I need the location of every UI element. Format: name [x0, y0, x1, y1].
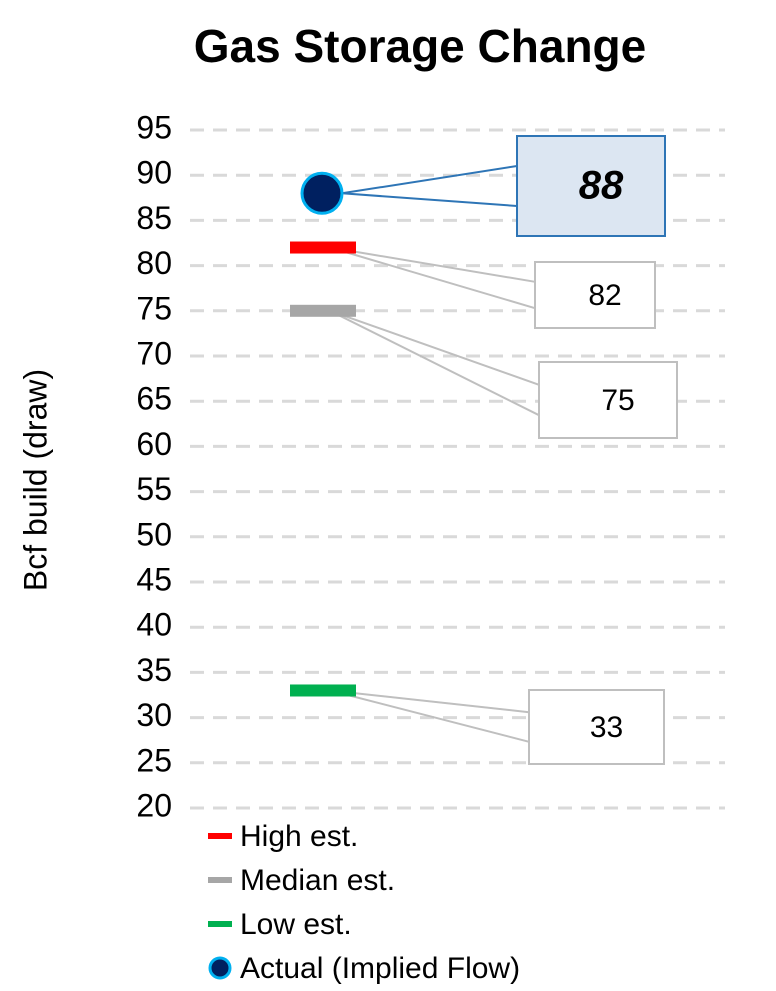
y-tick-label: 55: [136, 471, 172, 507]
y-tick-label: 85: [136, 200, 172, 236]
y-tick-label: 45: [136, 561, 172, 597]
y-tick-label: 50: [136, 516, 172, 552]
legend-label: Actual (Implied Flow): [240, 952, 520, 985]
marker-dash: [290, 304, 356, 317]
legend-swatch: [208, 877, 232, 883]
y-tick-label: 90: [136, 155, 172, 191]
data-label: 33: [590, 711, 623, 744]
y-tick-label: 35: [136, 652, 172, 688]
data-label: 82: [588, 279, 621, 312]
marker-dash: [290, 241, 356, 254]
y-tick-label: 95: [136, 109, 172, 145]
callout-leader: [341, 165, 518, 207]
y-tick-label: 65: [136, 381, 172, 417]
y-tick-label: 20: [136, 787, 172, 823]
chart-title: Gas Storage Change: [194, 20, 646, 72]
callout-leader: [329, 246, 536, 310]
y-tick-label: 70: [136, 335, 172, 371]
data-label: 75: [601, 384, 634, 417]
callout-box: [516, 135, 666, 237]
y-tick-label: 60: [136, 426, 172, 462]
callout-box: [538, 361, 678, 439]
legend-label: High est.: [240, 820, 358, 853]
y-tick-label: 25: [136, 742, 172, 778]
y-tick-label: 75: [136, 290, 172, 326]
y-tick-label: 30: [136, 697, 172, 733]
y-tick-label: 40: [136, 607, 172, 643]
y-tick-label: 80: [136, 245, 172, 281]
marker-circle: [300, 171, 344, 215]
marker-dash: [290, 684, 356, 697]
legend-swatch: [208, 921, 232, 927]
callout-box: [534, 261, 656, 329]
callout-box: [528, 689, 665, 765]
y-axis-label: Bcf build (draw): [17, 369, 53, 591]
callout-leader: [329, 309, 540, 417]
legend-label: Median est.: [240, 864, 395, 897]
legend-swatch: [208, 956, 232, 980]
legend-label: Low est.: [240, 908, 352, 941]
data-label: 88: [579, 164, 624, 208]
legend-swatch: [208, 833, 232, 839]
